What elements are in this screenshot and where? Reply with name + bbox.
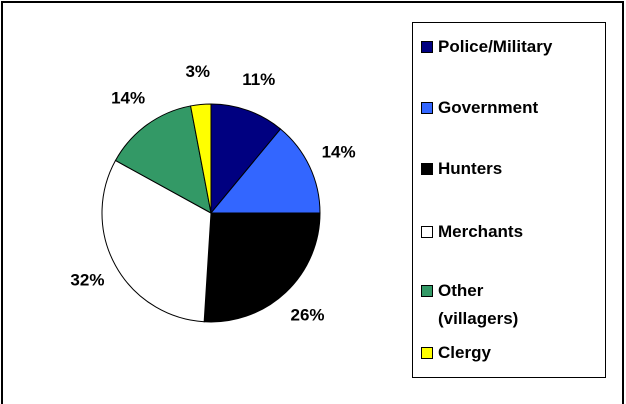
legend-swatch xyxy=(421,163,433,175)
data-label: 3% xyxy=(185,62,210,81)
legend-swatch xyxy=(421,285,433,297)
data-label: 14% xyxy=(322,142,356,161)
legend: Police/Military Government Hunters Merchant… xyxy=(412,22,606,378)
pie-slice xyxy=(203,212,321,323)
legend-item: Other (villagers) xyxy=(421,277,601,333)
legend-label: Government xyxy=(438,98,539,117)
legend-item: Police/Military xyxy=(421,33,601,61)
pie-slice xyxy=(101,159,212,323)
legend-swatch xyxy=(421,41,433,53)
legend-item: Clergy xyxy=(421,339,601,367)
legend-swatch xyxy=(421,347,433,359)
data-label: 14% xyxy=(111,88,145,107)
legend-item: Hunters xyxy=(421,155,601,183)
legend-item: Merchants xyxy=(421,218,601,246)
data-label: 11% xyxy=(242,70,275,89)
legend-swatch xyxy=(421,226,433,238)
legend-label: Merchants xyxy=(438,222,524,241)
pie-slice xyxy=(189,103,212,214)
pie-slice xyxy=(209,128,321,214)
legend-label: Other (villagers) xyxy=(438,281,519,328)
legend-label: Police/Military xyxy=(438,37,553,56)
data-label: 32% xyxy=(70,270,104,289)
pie-slice xyxy=(114,105,212,214)
pie-slice xyxy=(210,103,282,215)
legend-label: Hunters xyxy=(438,159,503,178)
legend-swatch xyxy=(421,102,433,114)
data-label: 26% xyxy=(291,305,325,324)
legend-label: Clergy xyxy=(438,343,491,362)
legend-item: Government xyxy=(421,94,601,122)
